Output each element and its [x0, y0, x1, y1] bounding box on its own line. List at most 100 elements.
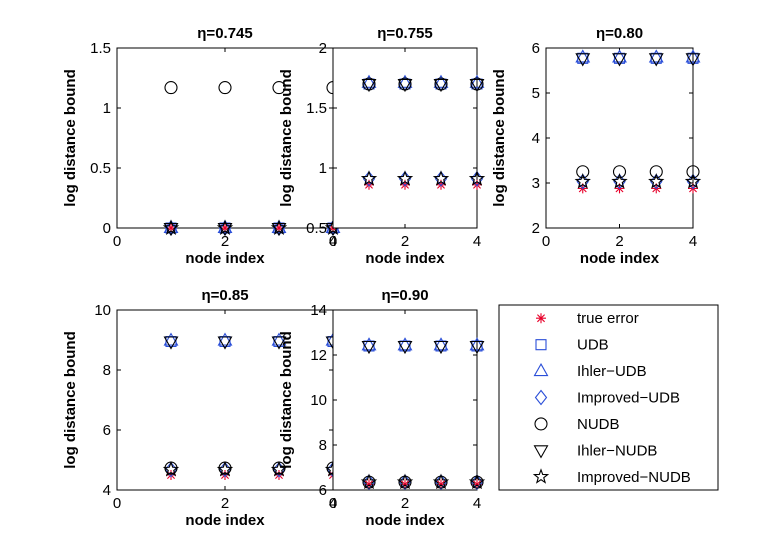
marker-improved-nudb	[216, 460, 234, 477]
y-tick-label: 1.5	[306, 100, 327, 117]
y-tick-label: 6	[532, 40, 540, 57]
x-tick-label: 4	[329, 495, 337, 512]
legend-marker-triangle-up	[533, 362, 549, 377]
x-tick-label: 0	[542, 233, 550, 250]
legend-label: Ihler−NUDB	[577, 442, 657, 459]
marker-nudb	[218, 81, 232, 95]
x-tick-label: 0	[329, 495, 337, 512]
marker-ihler-udb	[217, 219, 233, 234]
marker-true-error	[166, 223, 176, 233]
y-tick-label: 8	[319, 437, 327, 454]
x-tick-label: 0	[113, 495, 121, 512]
marker-ihler-nudb	[612, 53, 627, 67]
y-tick-label: 3	[532, 175, 540, 192]
legend-label: UDB	[577, 337, 609, 354]
legend-marker-diamond	[534, 389, 548, 406]
marker-improved-nudb	[360, 473, 378, 490]
marker-improved-nudb	[162, 460, 180, 477]
marker-improved-nudb	[684, 173, 702, 189]
marker-improved-nudb	[270, 460, 288, 477]
marker-true-error	[400, 179, 410, 190]
legend: true error UDB Ihler−UDB Improved−UDB NUDB Ih…	[498, 304, 719, 491]
marker-ihler-nudb	[433, 340, 449, 355]
y-axis-label: log distance bound	[491, 69, 508, 207]
x-tick-label: 4	[689, 233, 697, 250]
marker-ihler-udb	[163, 219, 179, 234]
x-axis-label: node index	[185, 512, 265, 529]
marker-improved-nudb	[468, 473, 486, 490]
marker-improved-nudb	[360, 170, 378, 186]
marker-ihler-udb	[397, 74, 413, 88]
x-tick-label: 2	[401, 495, 409, 512]
marker-nudb	[612, 165, 627, 179]
subplot-title: η=0.85	[201, 287, 248, 304]
x-axis-label: node index	[365, 512, 445, 529]
marker-true-error	[364, 179, 374, 190]
y-tick-label: 6	[103, 422, 111, 439]
y-axis-label: log distance bound	[62, 331, 79, 469]
legend-marker-triangle-down	[533, 445, 549, 459]
marker-ihler-udb	[433, 74, 449, 88]
marker-ihler-udb	[271, 332, 287, 346]
marker-improved-nudb	[432, 170, 450, 186]
y-tick-label: 14	[310, 302, 327, 319]
y-axis-label: log distance bound	[62, 69, 79, 207]
marker-ihler-udb	[469, 337, 485, 351]
marker-improved-nudb	[270, 219, 288, 235]
x-axis-label: node index	[185, 250, 265, 267]
x-tick-label: 2	[615, 233, 623, 250]
legend-marker-pentagram	[532, 468, 550, 484]
legend-label: true error	[577, 310, 639, 327]
marker-ihler-nudb	[397, 78, 413, 93]
y-tick-label: 4	[103, 482, 111, 499]
y-axis-label: log distance bound	[278, 331, 295, 469]
marker-ihler-nudb	[433, 78, 449, 93]
y-axis-label: log distance bound	[278, 69, 295, 207]
marker-ihler-udb	[575, 49, 591, 63]
y-tick-label: 5	[532, 85, 540, 102]
legend-marker-circle	[534, 417, 548, 431]
y-tick-label: 12	[310, 347, 327, 364]
marker-ihler-udb	[361, 74, 377, 88]
marker-ihler-nudb	[361, 78, 377, 93]
legend-label: Improved−UDB	[577, 390, 680, 407]
marker-ihler-udb	[163, 332, 179, 346]
marker-ihler-udb	[612, 49, 627, 63]
marker-ihler-udb	[469, 74, 485, 88]
marker-ihler-nudb	[163, 336, 179, 350]
marker-improved-nudb	[648, 173, 665, 189]
marker-improved-nudb	[432, 473, 450, 490]
x-tick-label: 4	[473, 495, 481, 512]
marker-ihler-nudb	[685, 53, 701, 67]
marker-ihler-udb	[685, 49, 701, 63]
marker-true-error	[220, 223, 230, 233]
x-tick-label: 4	[329, 233, 337, 250]
x-tick-label: 2	[221, 233, 229, 250]
marker-nudb	[272, 81, 286, 95]
y-tick-label: 0.5	[306, 220, 327, 237]
marker-true-error	[220, 470, 230, 480]
marker-nudb	[649, 165, 663, 179]
marker-true-error	[472, 179, 482, 190]
marker-true-error	[274, 470, 284, 480]
marker-true-error	[436, 179, 446, 190]
marker-ihler-nudb	[361, 340, 377, 355]
legend-label: NUDB	[577, 416, 620, 433]
x-tick-label: 4	[473, 233, 481, 250]
legend-label: Improved−NUDB	[577, 469, 691, 486]
marker-ihler-udb	[361, 337, 377, 351]
y-tick-label: 6	[319, 482, 327, 499]
marker-ihler-udb	[217, 332, 233, 346]
legend-marker-square	[535, 339, 547, 351]
marker-ihler-nudb	[469, 78, 485, 93]
marker-true-error	[166, 470, 176, 480]
marker-nudb	[164, 81, 178, 95]
y-tick-label: 10	[94, 302, 111, 319]
x-tick-label: 2	[221, 495, 229, 512]
x-axis-label: node index	[580, 250, 660, 267]
axes-box	[332, 309, 478, 491]
legend-label: Ihler−UDB	[577, 363, 647, 380]
